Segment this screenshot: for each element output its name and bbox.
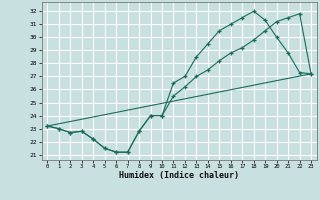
X-axis label: Humidex (Indice chaleur): Humidex (Indice chaleur) bbox=[119, 171, 239, 180]
